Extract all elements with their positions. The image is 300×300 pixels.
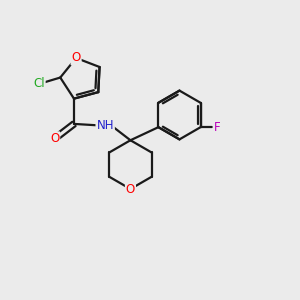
Text: Cl: Cl — [33, 77, 45, 91]
Text: NH: NH — [96, 119, 114, 132]
Text: F: F — [214, 121, 220, 134]
Text: O: O — [126, 182, 135, 196]
Text: O: O — [71, 52, 81, 64]
Text: O: O — [50, 132, 59, 145]
